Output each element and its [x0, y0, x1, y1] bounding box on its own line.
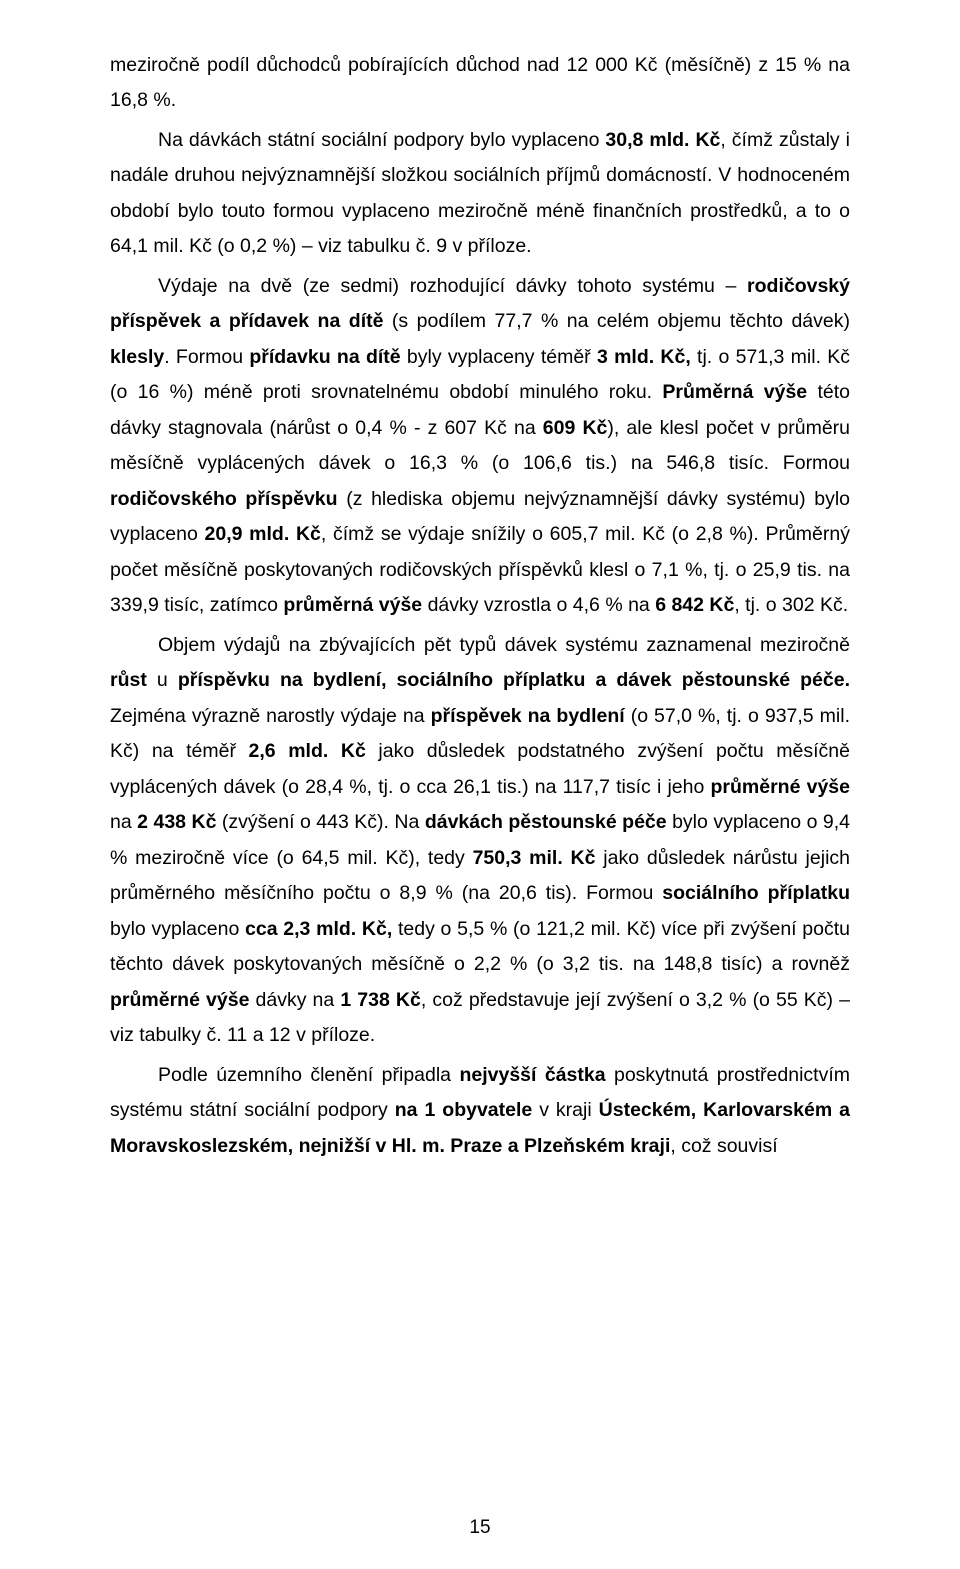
text-bold: 20,9 mld. Kč — [205, 523, 321, 545]
text: Zejména výrazně narostly výdaje na — [110, 705, 431, 727]
document-page: meziročně podíl důchodců pobírajících dů… — [0, 0, 960, 1569]
paragraph-5: Podle územního členění připadla nejvyšší… — [110, 1058, 850, 1164]
text: Výdaje na dvě (ze sedmi) rozhodující dáv… — [158, 275, 747, 297]
text-bold: dávkách pěstounské péče — [425, 811, 667, 833]
text-bold: nejvyšší částka — [459, 1064, 605, 1086]
paragraph-4: Objem výdajů na zbývajících pět typů dáv… — [110, 628, 850, 1054]
text-bold: 6 842 Kč — [655, 594, 734, 616]
text-bold: průměrná výše — [283, 594, 422, 616]
paragraph-3: Výdaje na dvě (ze sedmi) rozhodující dáv… — [110, 269, 850, 624]
text-bold: cca 2,3 mld. Kč, — [245, 918, 392, 940]
text-bold: 2 438 Kč — [137, 811, 216, 833]
text-bold: sociálního příplatku — [662, 882, 850, 904]
paragraph-2: Na dávkách státní sociální podpory bylo … — [110, 123, 850, 265]
text: u — [147, 669, 178, 691]
text: byly vyplaceny téměř — [401, 346, 597, 368]
text-bold: klesly — [110, 346, 164, 368]
text: v kraji — [532, 1099, 598, 1121]
text-bold: 750,3 mil. Kč — [473, 847, 596, 869]
text-bold: 2,6 mld. Kč — [249, 740, 366, 762]
text-bold: příspěvku na bydlení, sociálního příplat… — [178, 669, 850, 691]
page-number: 15 — [0, 1517, 960, 1539]
text: , což souvisí — [670, 1135, 777, 1157]
text-bold: příspěvek na bydlení — [431, 705, 625, 727]
text-bold: 3 mld. Kč, — [597, 346, 691, 368]
text: dávky na — [249, 989, 340, 1011]
text: meziročně podíl důchodců pobírajících dů… — [110, 54, 850, 111]
text: bylo vyplaceno — [110, 918, 245, 940]
text-bold: 30,8 mld. Kč — [605, 129, 720, 151]
text-bold: na 1 obyvatele — [395, 1099, 533, 1121]
text: Na dávkách státní sociální podpory bylo … — [158, 129, 605, 151]
text-bold: 1 738 Kč — [340, 989, 421, 1011]
text-bold: průměrné výše — [110, 989, 249, 1011]
text: (zvýšení o 443 Kč). Na — [216, 811, 424, 833]
text-bold: rodičovského příspěvku — [110, 488, 338, 510]
text-bold: růst — [110, 669, 147, 691]
text: , tj. o 302 Kč. — [734, 594, 848, 616]
text: na — [110, 811, 137, 833]
text: dávky vzrostla o 4,6 % na — [422, 594, 655, 616]
text: (s podílem 77,7 % na celém objemu těchto… — [383, 310, 850, 332]
text: Objem výdajů na zbývajících pět typů dáv… — [158, 634, 850, 656]
text-bold: 609 Kč — [543, 417, 608, 439]
paragraph-1: meziročně podíl důchodců pobírajících dů… — [110, 48, 850, 119]
text: . Formou — [164, 346, 249, 368]
text-bold: průměrné výše — [711, 776, 851, 798]
text-bold: přídavku na dítě — [249, 346, 400, 368]
text-bold: Průměrná výše — [662, 381, 807, 403]
text: Podle územního členění připadla — [158, 1064, 459, 1086]
